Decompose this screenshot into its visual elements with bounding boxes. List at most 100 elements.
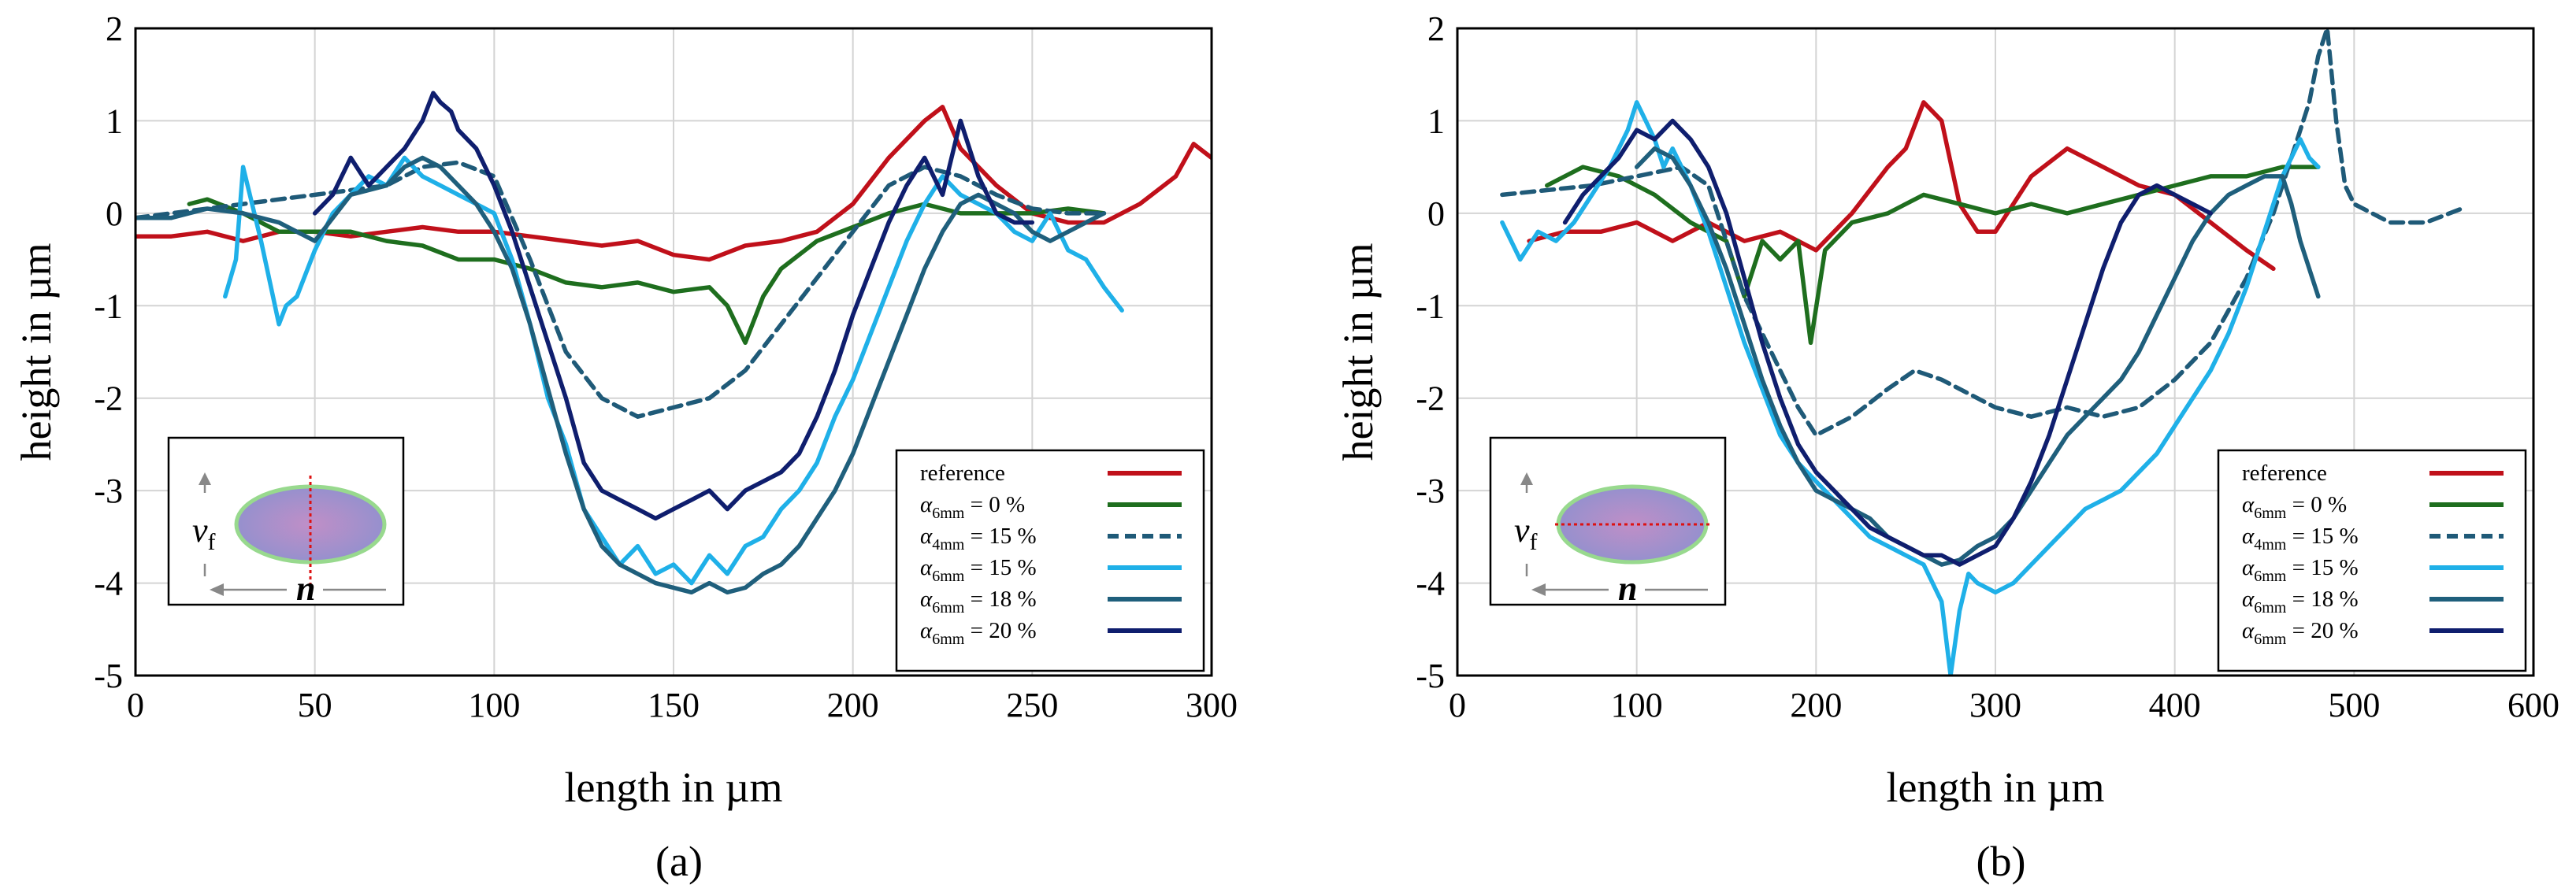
legend-entry-label: α6mm = 0 %: [2242, 492, 2347, 522]
inset-schematic: vf n: [167, 436, 405, 608]
legend-entry-label: α6mm = 0 %: [920, 492, 1025, 522]
velocity-label-base: v: [1514, 511, 1530, 550]
normal-arrow-head: [210, 583, 224, 596]
legend-label-base: α: [2242, 524, 2255, 549]
legend-label-base: α: [2242, 492, 2255, 517]
normal-label: n: [296, 569, 315, 608]
legend-label-base: α: [920, 492, 933, 517]
velocity-label: vf: [1514, 511, 1538, 555]
legend-label-rest: = 15 %: [964, 524, 1036, 549]
normal-label: n: [1618, 569, 1637, 608]
series-line-a6_15: [1500, 100, 2321, 676]
legend-label-rest: = 0 %: [964, 492, 1025, 517]
legend-label-sub: 6mm: [2254, 599, 2287, 616]
legend-entry-label: α6mm = 18 %: [2242, 587, 2359, 616]
x-tick-label: 400: [2149, 686, 2201, 724]
y-tick-label: 2: [106, 9, 123, 48]
y-tick-label: -5: [1416, 657, 1445, 695]
series-line-a6_0: [187, 197, 1107, 346]
plot-frame: [1456, 27, 2535, 677]
legend-label-base: α: [920, 555, 933, 580]
series-line-a6_20: [1562, 118, 2213, 567]
legend-label-rest: = 20 %: [2286, 618, 2358, 643]
legend-label-rest: = 18 %: [964, 587, 1036, 612]
legend-label-rest: = 18 %: [2286, 587, 2358, 612]
x-tick-label: 100: [468, 686, 520, 724]
legend-label-base: α: [2242, 618, 2255, 643]
legend-entry-label: reference: [2242, 461, 2327, 486]
y-tick-label: -3: [1416, 472, 1445, 510]
x-tick-label: 300: [1186, 686, 1238, 724]
legend-label-base: reference: [2242, 461, 2327, 486]
x-tick-label: 150: [648, 686, 700, 724]
x-tick-label: 50: [298, 686, 332, 724]
velocity-arrow-head: [199, 472, 211, 485]
legend-label-rest: = 15 %: [2286, 524, 2358, 549]
x-tick-label: 100: [1611, 686, 1663, 724]
x-tick-label: 200: [1790, 686, 1842, 724]
y-tick-label: 1: [106, 102, 123, 140]
y-tick-label: -5: [94, 657, 123, 695]
legend-label-sub: 6mm: [2254, 505, 2287, 522]
x-axis-label: length in µm: [1886, 764, 2104, 811]
legend-label-base: α: [920, 618, 933, 643]
series-line-reference: [1527, 100, 2276, 272]
legend-entry-label: reference: [920, 461, 1005, 486]
y-tick-label: -3: [94, 472, 123, 510]
legend-label-rest: = 15 %: [964, 555, 1036, 580]
legend-label-rest: = 15 %: [2286, 555, 2358, 580]
velocity-label-sub: f: [208, 529, 216, 555]
y-tick-label: -2: [1416, 380, 1445, 418]
legend-entry-label: α6mm = 15 %: [2242, 555, 2359, 585]
series-group: [135, 91, 1212, 595]
y-tick-label: 0: [1427, 194, 1445, 233]
legend-box: [2217, 449, 2527, 672]
series-group: [1500, 28, 2464, 676]
legend-label-sub: 4mm: [932, 536, 965, 554]
y-axis-label: height in µm: [13, 243, 60, 461]
velocity-label: vf: [192, 511, 216, 555]
x-tick-label: 500: [2328, 686, 2380, 724]
legend-label-base: α: [920, 587, 933, 612]
y-tick-label: -4: [1416, 565, 1445, 603]
legend-entry-label: α6mm = 20 %: [2242, 618, 2359, 648]
plot-frame: [134, 27, 1213, 677]
legend-entry-label: α4mm = 15 %: [2242, 524, 2359, 554]
legend-label-sub: 6mm: [932, 505, 965, 522]
x-tick-label: 300: [1969, 686, 2021, 724]
legend-entry-label: α6mm = 18 %: [920, 587, 1037, 616]
legend-label-base: α: [2242, 555, 2255, 580]
series-line-a6_18: [1634, 146, 2321, 567]
velocity-label-sub: f: [1530, 529, 1538, 555]
y-tick-label: 1: [1427, 102, 1445, 140]
y-tick-label: -4: [94, 565, 123, 603]
panel-label: (b): [1977, 838, 2026, 885]
x-tick-label: 0: [127, 686, 144, 724]
normal-arrow-head: [1531, 583, 1546, 596]
legend-label-base: α: [920, 524, 933, 549]
x-axis-label: length in µm: [564, 764, 782, 811]
chart-panel-b: 0 100 200 300 400 500 600 2 1 0 -1 -2 -3 -4 -5 length i…: [1334, 9, 2559, 885]
velocity-arrow-head: [1520, 472, 1533, 485]
chart-panel-a: 0 50 100 150 200 250 300 2 1 0 -1 -2 -3 -4 -5 length in…: [13, 9, 1238, 885]
legend-label-sub: 4mm: [2254, 536, 2287, 554]
series-line-a6_0: [1545, 165, 2321, 346]
legend-label-base: reference: [920, 461, 1005, 486]
legend-entry-label: α6mm = 15 %: [920, 555, 1037, 585]
x-tick-label: 250: [1006, 686, 1058, 724]
y-tick-label: -1: [94, 287, 123, 325]
series-line-a4_15: [1500, 28, 2464, 438]
legend-label-sub: 6mm: [2254, 568, 2287, 585]
legend-label-rest: = 0 %: [2286, 492, 2347, 517]
y-axis-label: height in µm: [1334, 243, 1382, 461]
legend-entry-label: α4mm = 15 %: [920, 524, 1037, 554]
y-tick-label: 0: [106, 194, 123, 233]
x-tick-label: 0: [1449, 686, 1466, 724]
y-tick-label: -2: [94, 380, 123, 418]
panel-label: (a): [655, 838, 703, 885]
legend-label-rest: = 20 %: [964, 618, 1036, 643]
